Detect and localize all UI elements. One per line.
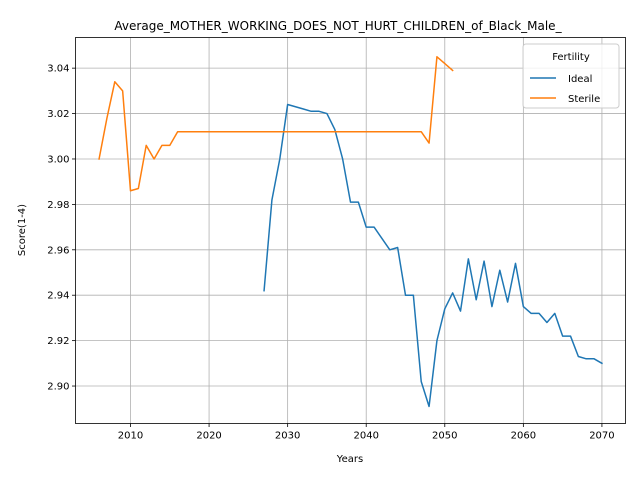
y-tick-label: 2.90 (47, 382, 69, 393)
y-tick-label: 3.04 (47, 64, 69, 75)
legend-box (522, 43, 620, 109)
y-tick-label: 3.02 (47, 109, 69, 120)
y-tick-label: 2.98 (47, 200, 69, 211)
plot-frame (75, 37, 626, 424)
y-axis-title: Score(1-4) (17, 204, 28, 256)
x-tick-label: 2060 (511, 431, 536, 442)
chart-title: Average_MOTHER_WORKING_DOES_NOT_HURT_CHI… (114, 19, 562, 33)
y-tick-label: 2.94 (47, 291, 69, 302)
legend-title: Fertility (552, 52, 590, 63)
x-tick-label: 2010 (118, 431, 143, 442)
x-tick-label: 2070 (589, 431, 614, 442)
legend-label-ideal: Ideal (568, 74, 592, 85)
x-axis-title: Years (336, 454, 363, 465)
series-layer (98, 56, 603, 408)
legend: Fertility Ideal Sterile (522, 43, 620, 109)
y-tick-label: 3.00 (47, 154, 69, 165)
x-tick-label: 2020 (196, 431, 221, 442)
series-line-ideal (263, 103, 603, 408)
legend-label-sterile: Sterile (568, 94, 600, 105)
series-line-sterile (98, 56, 454, 192)
y-axis: 2.90 2.92 2.94 2.96 2.98 3.00 3.02 3.04 (47, 64, 76, 393)
x-tick-label: 2040 (353, 431, 378, 442)
x-axis: 2010 2020 2030 2040 2050 2060 2070 (118, 423, 615, 442)
y-tick-label: 2.96 (47, 245, 69, 256)
x-tick-label: 2050 (432, 431, 457, 442)
y-tick-label: 2.92 (47, 336, 69, 347)
x-tick-label: 2030 (275, 431, 300, 442)
